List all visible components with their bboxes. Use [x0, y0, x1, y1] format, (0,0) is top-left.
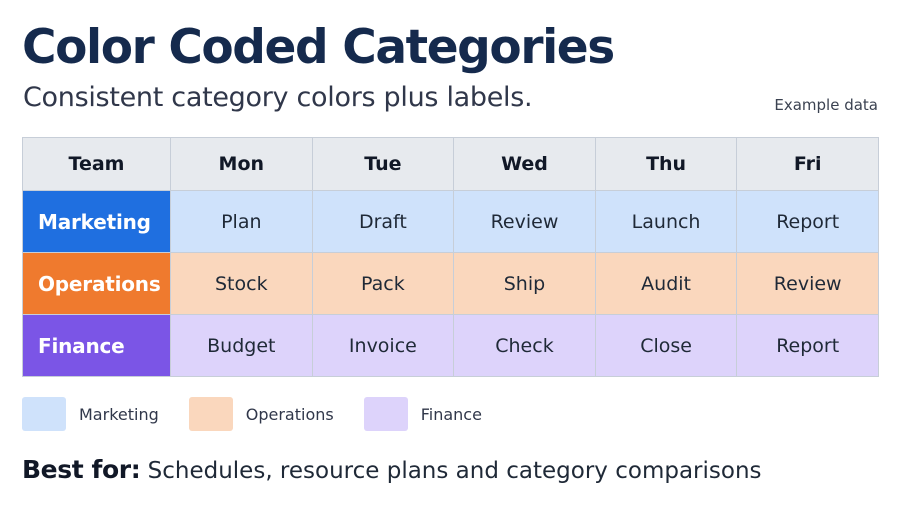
column-header-fri: Fri: [736, 137, 879, 191]
table-cell: Launch: [594, 190, 738, 253]
table-cell: Review: [453, 190, 596, 253]
best-for-text: Schedules, resource plans and category c…: [147, 458, 762, 484]
table-cell: Plan: [170, 190, 313, 253]
page-subtitle: Consistent category colors plus labels.: [23, 82, 533, 113]
table-cell: Close: [594, 314, 738, 377]
column-header-wed: Wed: [453, 137, 596, 191]
column-header-thu: Thu: [594, 137, 738, 191]
table-cell: Draft: [311, 190, 455, 253]
category-schedule-table: Team Mon Tue Wed Thu Fri Marketing Plan …: [22, 137, 879, 377]
table-row-finance: Finance Budget Invoice Check Close Repor…: [22, 314, 879, 377]
table-cell: Report: [736, 314, 879, 377]
legend-label-finance: Finance: [420, 404, 482, 424]
table-row-operations: Operations Stock Pack Ship Audit Review: [22, 252, 879, 315]
legend-item-finance: Finance: [363, 397, 482, 431]
legend-item-operations: Operations: [188, 397, 334, 431]
table-cell: Invoice: [311, 314, 455, 377]
team-cell-operations: Operations: [22, 252, 171, 315]
column-header-tue: Tue: [311, 137, 455, 191]
team-cell-marketing: Marketing: [22, 190, 171, 253]
legend-swatch-finance: [363, 397, 408, 431]
table-cell: Review: [736, 252, 879, 315]
table-cell: Check: [453, 314, 596, 377]
legend-item-marketing: Marketing: [22, 397, 159, 431]
best-for-footer: Best for: Schedules, resource plans and …: [22, 452, 762, 489]
table-cell: Stock: [170, 252, 313, 315]
legend-label-marketing: Marketing: [79, 404, 159, 424]
color-legend: Marketing Operations Finance: [22, 397, 512, 431]
column-header-team: Team: [22, 137, 171, 191]
table-cell: Pack: [311, 252, 455, 315]
example-data-note: Example data: [774, 96, 878, 114]
table-cell: Budget: [170, 314, 313, 377]
legend-swatch-marketing: [22, 397, 66, 431]
best-for-label: Best for:: [22, 455, 141, 484]
page-title: Color Coded Categories: [22, 20, 615, 75]
table-cell: Ship: [453, 252, 596, 315]
header-row: Team Mon Tue Wed Thu Fri: [22, 137, 879, 191]
column-header-mon: Mon: [170, 137, 313, 191]
table-cell: Audit: [594, 252, 738, 315]
table-cell: Report: [736, 190, 879, 253]
legend-label-operations: Operations: [245, 404, 334, 424]
team-cell-finance: Finance: [22, 314, 171, 377]
table-row-marketing: Marketing Plan Draft Review Launch Repor…: [22, 190, 879, 253]
legend-swatch-operations: [188, 397, 233, 431]
